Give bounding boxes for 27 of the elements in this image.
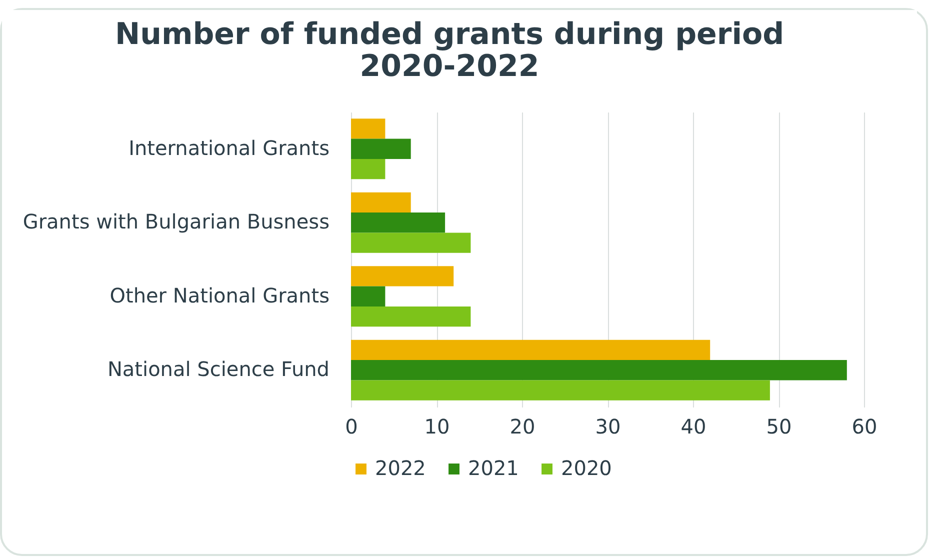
y-tick-label: Other National Grants <box>110 283 330 308</box>
y-tick-label: Grants with Bulgarian Busness <box>22 210 330 234</box>
x-tick-label: 50 <box>766 414 792 438</box>
legend-label: 2022 <box>375 456 426 480</box>
bar <box>351 212 446 233</box>
bar <box>351 138 411 159</box>
x-tick-label: 20 <box>510 414 536 438</box>
bar <box>351 158 386 180</box>
x-tick-label: 60 <box>852 414 878 438</box>
y-tick-label: National Science Fund <box>107 357 330 382</box>
bar <box>351 360 847 380</box>
legend-label: 2020 <box>561 456 612 480</box>
x-tick-label: 30 <box>595 414 621 438</box>
bar <box>351 286 386 306</box>
legend-label: 2021 <box>468 456 519 480</box>
x-tick-label: 40 <box>680 414 706 438</box>
bar <box>351 340 710 360</box>
bar <box>351 192 411 213</box>
chart-title: Number of funded grants during period 2020-2022 <box>114 17 784 84</box>
bar <box>351 266 454 286</box>
x-tick-label: 10 <box>424 414 450 438</box>
x-tick-label: 0 <box>345 414 358 438</box>
bar <box>351 232 471 253</box>
bar <box>351 306 471 327</box>
y-tick-label: International Grants <box>128 136 330 160</box>
bar <box>351 380 770 400</box>
bar <box>351 118 386 139</box>
